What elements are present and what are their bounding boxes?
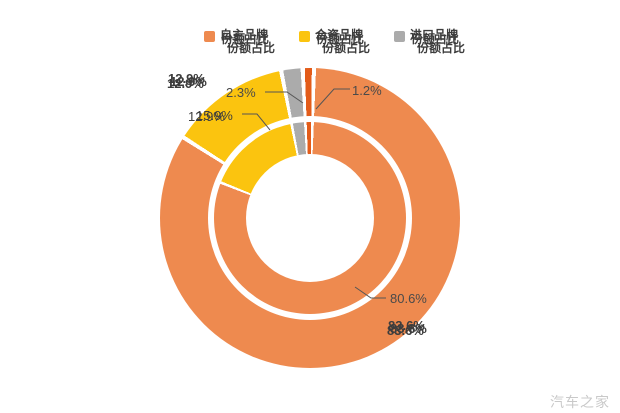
legend-label-2-ghost: 份额占比 — [316, 32, 365, 46]
callout-gray: 2.3% — [226, 85, 256, 100]
legend-label-3-line1: 进口品牌 — [410, 28, 459, 42]
autohome-watermark: 汽车之家 — [550, 394, 610, 410]
callout-outer-orange-ghost2: 83.6% — [387, 323, 424, 338]
callout-outer-yellow-ghost2: 12.9% — [167, 76, 204, 91]
legend-label-1-line1: 自主品牌 — [220, 28, 269, 42]
callout-outer-orange-text: 83.6% — [388, 318, 425, 333]
callout-outer-orange-ghost: 83.6% — [390, 321, 427, 336]
callout-inner-yellow-ghost: 12.9% — [188, 109, 225, 124]
legend-label-2-line2: 份额占比 — [322, 41, 371, 55]
callout-outer-yellow-ghost: 12.9% — [170, 74, 207, 89]
callout-inner-yellow-text: 15.9% — [196, 108, 233, 123]
legend-swatch-gray-icon — [394, 31, 406, 42]
donut-center-hole — [246, 154, 374, 282]
legend-label-3: 进口品牌 份额占比 份额占比 — [410, 29, 465, 55]
callout-gray-text: 2.3% — [226, 85, 256, 100]
callout-inner-orange: 80.6% — [390, 291, 427, 306]
legend-label-1: 自主品牌 份额占比 份额占比 — [220, 29, 275, 55]
callout-sliver: 1.2% — [352, 83, 382, 98]
legend-label-3-line2: 份额占比 — [417, 41, 466, 55]
callout-outer-orange-glitch: 83.6% 83.6% 83.6% — [387, 318, 427, 338]
legend-label-1-line2: 份额占比 — [227, 41, 276, 55]
callout-sliver-text: 1.2% — [352, 83, 382, 98]
legend-label-2: 合资品牌 份额占比 份额占比 — [315, 29, 370, 55]
callout-inner-yellow: 15.9% 12.9% — [188, 108, 233, 124]
legend-swatch-orange-icon — [204, 31, 215, 42]
legend-label-2-line1: 合资品牌 — [315, 28, 364, 42]
legend-item-1[interactable]: 自主品牌 份额占比 份额占比 — [204, 29, 275, 55]
legend-label-3-ghost: 份额占比 — [411, 32, 460, 46]
legend-item-3[interactable]: 进口品牌 份额占比 份额占比 — [394, 29, 465, 55]
legend-label-1-ghost: 份额占比 — [221, 32, 270, 46]
legend-item-2[interactable]: 合资品牌 份额占比 份额占比 — [299, 29, 370, 55]
callout-inner-orange-text: 80.6% — [390, 291, 427, 306]
chart-legend: 自主品牌 份额占比 份额占比 合资品牌 份额占比 份额占比 进口品牌 份额占比 … — [204, 29, 489, 55]
callout-outer-yellow-text: 12.9% — [168, 71, 205, 86]
legend-swatch-yellow-icon — [299, 31, 311, 42]
callout-outer-yellow-glitch: 12.9% 12.9% 12.9% — [167, 71, 207, 91]
